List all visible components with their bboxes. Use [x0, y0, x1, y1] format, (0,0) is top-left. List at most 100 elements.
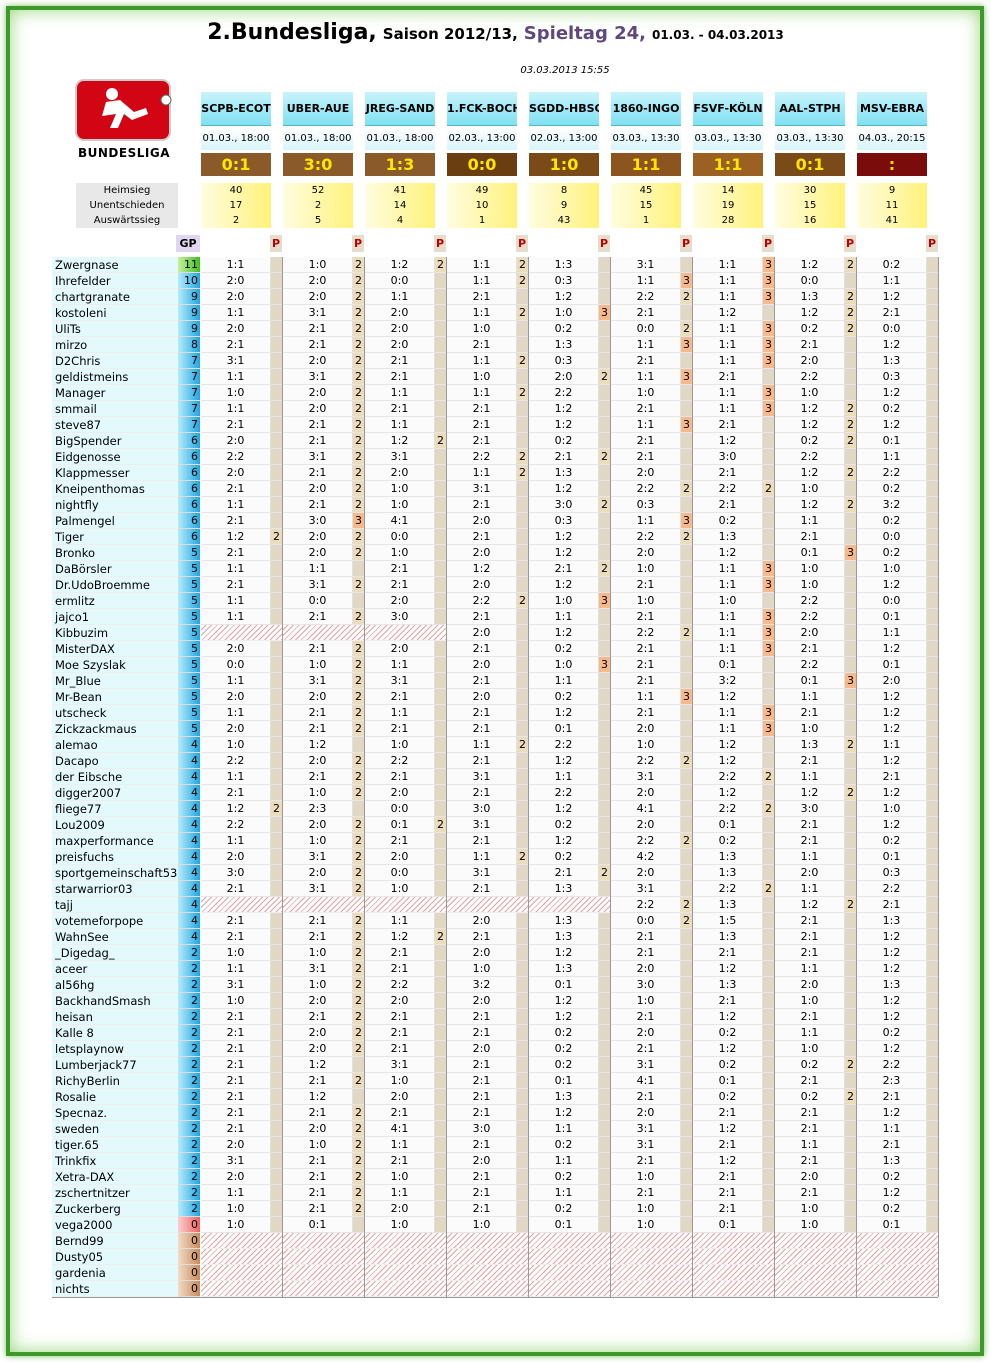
points: 2	[599, 369, 610, 385]
points	[517, 913, 528, 929]
player-name: Bronko	[52, 545, 178, 561]
tip: 2:2	[447, 593, 517, 609]
points	[927, 673, 938, 689]
tip: 2:1	[201, 785, 271, 801]
gp: 5	[178, 561, 200, 577]
tip: 1:1	[201, 609, 271, 625]
tip: 2:0	[201, 849, 271, 865]
tip: 1:2	[693, 753, 763, 769]
tip: 1:2	[693, 545, 763, 561]
tip: 2:1	[365, 1105, 435, 1121]
player-name: Mr_Blue	[52, 673, 178, 689]
p-header: P	[598, 235, 610, 252]
stat-value: 40	[201, 183, 271, 198]
tip: 0:0	[857, 593, 927, 609]
points: 2	[353, 1185, 364, 1201]
points	[271, 929, 282, 945]
points: 2	[681, 321, 692, 337]
tip: 3:1	[447, 865, 517, 881]
tip: 2:1	[283, 1105, 353, 1121]
tip: 1:1	[529, 1153, 599, 1169]
points	[681, 721, 692, 737]
tip: 2:1	[283, 1073, 353, 1089]
tip: 1:1	[611, 513, 681, 529]
tip: 2:1	[611, 1185, 681, 1201]
tip: 3:2	[447, 977, 517, 993]
tip: 2:1	[857, 769, 927, 785]
points	[845, 993, 856, 1009]
points	[927, 881, 938, 897]
points	[271, 1185, 282, 1201]
tip: 1:2	[857, 753, 927, 769]
points: 3	[681, 417, 692, 433]
tip: 1:2	[693, 785, 763, 801]
tip: 2:1	[201, 913, 271, 929]
gp: 4	[178, 785, 200, 801]
tip: 1:2	[365, 433, 435, 449]
tip: 1:1	[365, 1185, 435, 1201]
tip: 3:1	[611, 1121, 681, 1137]
tip: 3:0	[447, 1121, 517, 1137]
points	[517, 1153, 528, 1169]
points	[681, 1073, 692, 1089]
gp: 9	[178, 321, 200, 337]
points	[517, 417, 528, 433]
tip: 2:1	[201, 337, 271, 353]
no-tip	[201, 1233, 282, 1249]
tip: 1:1	[447, 849, 517, 865]
tip: 1:2	[857, 417, 927, 433]
tip: 2:2	[775, 449, 845, 465]
no-tip	[611, 1265, 692, 1281]
tip: 1:1	[611, 369, 681, 385]
player-name: _Digedag_	[52, 945, 178, 961]
points	[353, 561, 364, 577]
tip: 1:1	[775, 689, 845, 705]
points	[271, 1089, 282, 1105]
points	[517, 561, 528, 577]
points	[681, 561, 692, 577]
points	[927, 833, 938, 849]
points	[681, 1169, 692, 1185]
points: 2	[353, 481, 364, 497]
points: 2	[435, 433, 446, 449]
points: 2	[353, 1169, 364, 1185]
tip: 0:2	[529, 817, 599, 833]
points	[927, 465, 938, 481]
player-name: Mr-Bean	[52, 689, 178, 705]
tip: 0:0	[365, 529, 435, 545]
points	[271, 1217, 282, 1233]
tip: 2:2	[529, 785, 599, 801]
stat-value: 9	[857, 183, 927, 198]
points	[763, 993, 774, 1009]
no-tip	[529, 897, 610, 913]
tip: 0:0	[857, 321, 927, 337]
gp: 7	[178, 385, 200, 401]
tip: 1:0	[611, 593, 681, 609]
gp: 11	[178, 257, 200, 273]
points: 3	[763, 273, 774, 289]
tip: 1:0	[365, 1169, 435, 1185]
tip: 2:2	[201, 753, 271, 769]
p-header: P	[762, 235, 774, 252]
points	[599, 977, 610, 993]
tip: 3:1	[283, 881, 353, 897]
points	[927, 1089, 938, 1105]
tip: 2:1	[611, 705, 681, 721]
points	[681, 657, 692, 673]
points	[517, 337, 528, 353]
points	[271, 705, 282, 721]
no-tip	[775, 1265, 856, 1281]
points: 2	[353, 609, 364, 625]
points	[599, 577, 610, 593]
tip: 2:1	[201, 1121, 271, 1137]
tip: 1:1	[693, 289, 763, 305]
tip: 2:1	[365, 1009, 435, 1025]
tip: 4:1	[365, 513, 435, 529]
tip: 0:1	[857, 609, 927, 625]
tip: 1:1	[693, 273, 763, 289]
points	[435, 401, 446, 417]
tip: 2:0	[283, 273, 353, 289]
points: 2	[845, 1089, 856, 1105]
points	[845, 481, 856, 497]
gp: 2	[178, 1153, 200, 1169]
